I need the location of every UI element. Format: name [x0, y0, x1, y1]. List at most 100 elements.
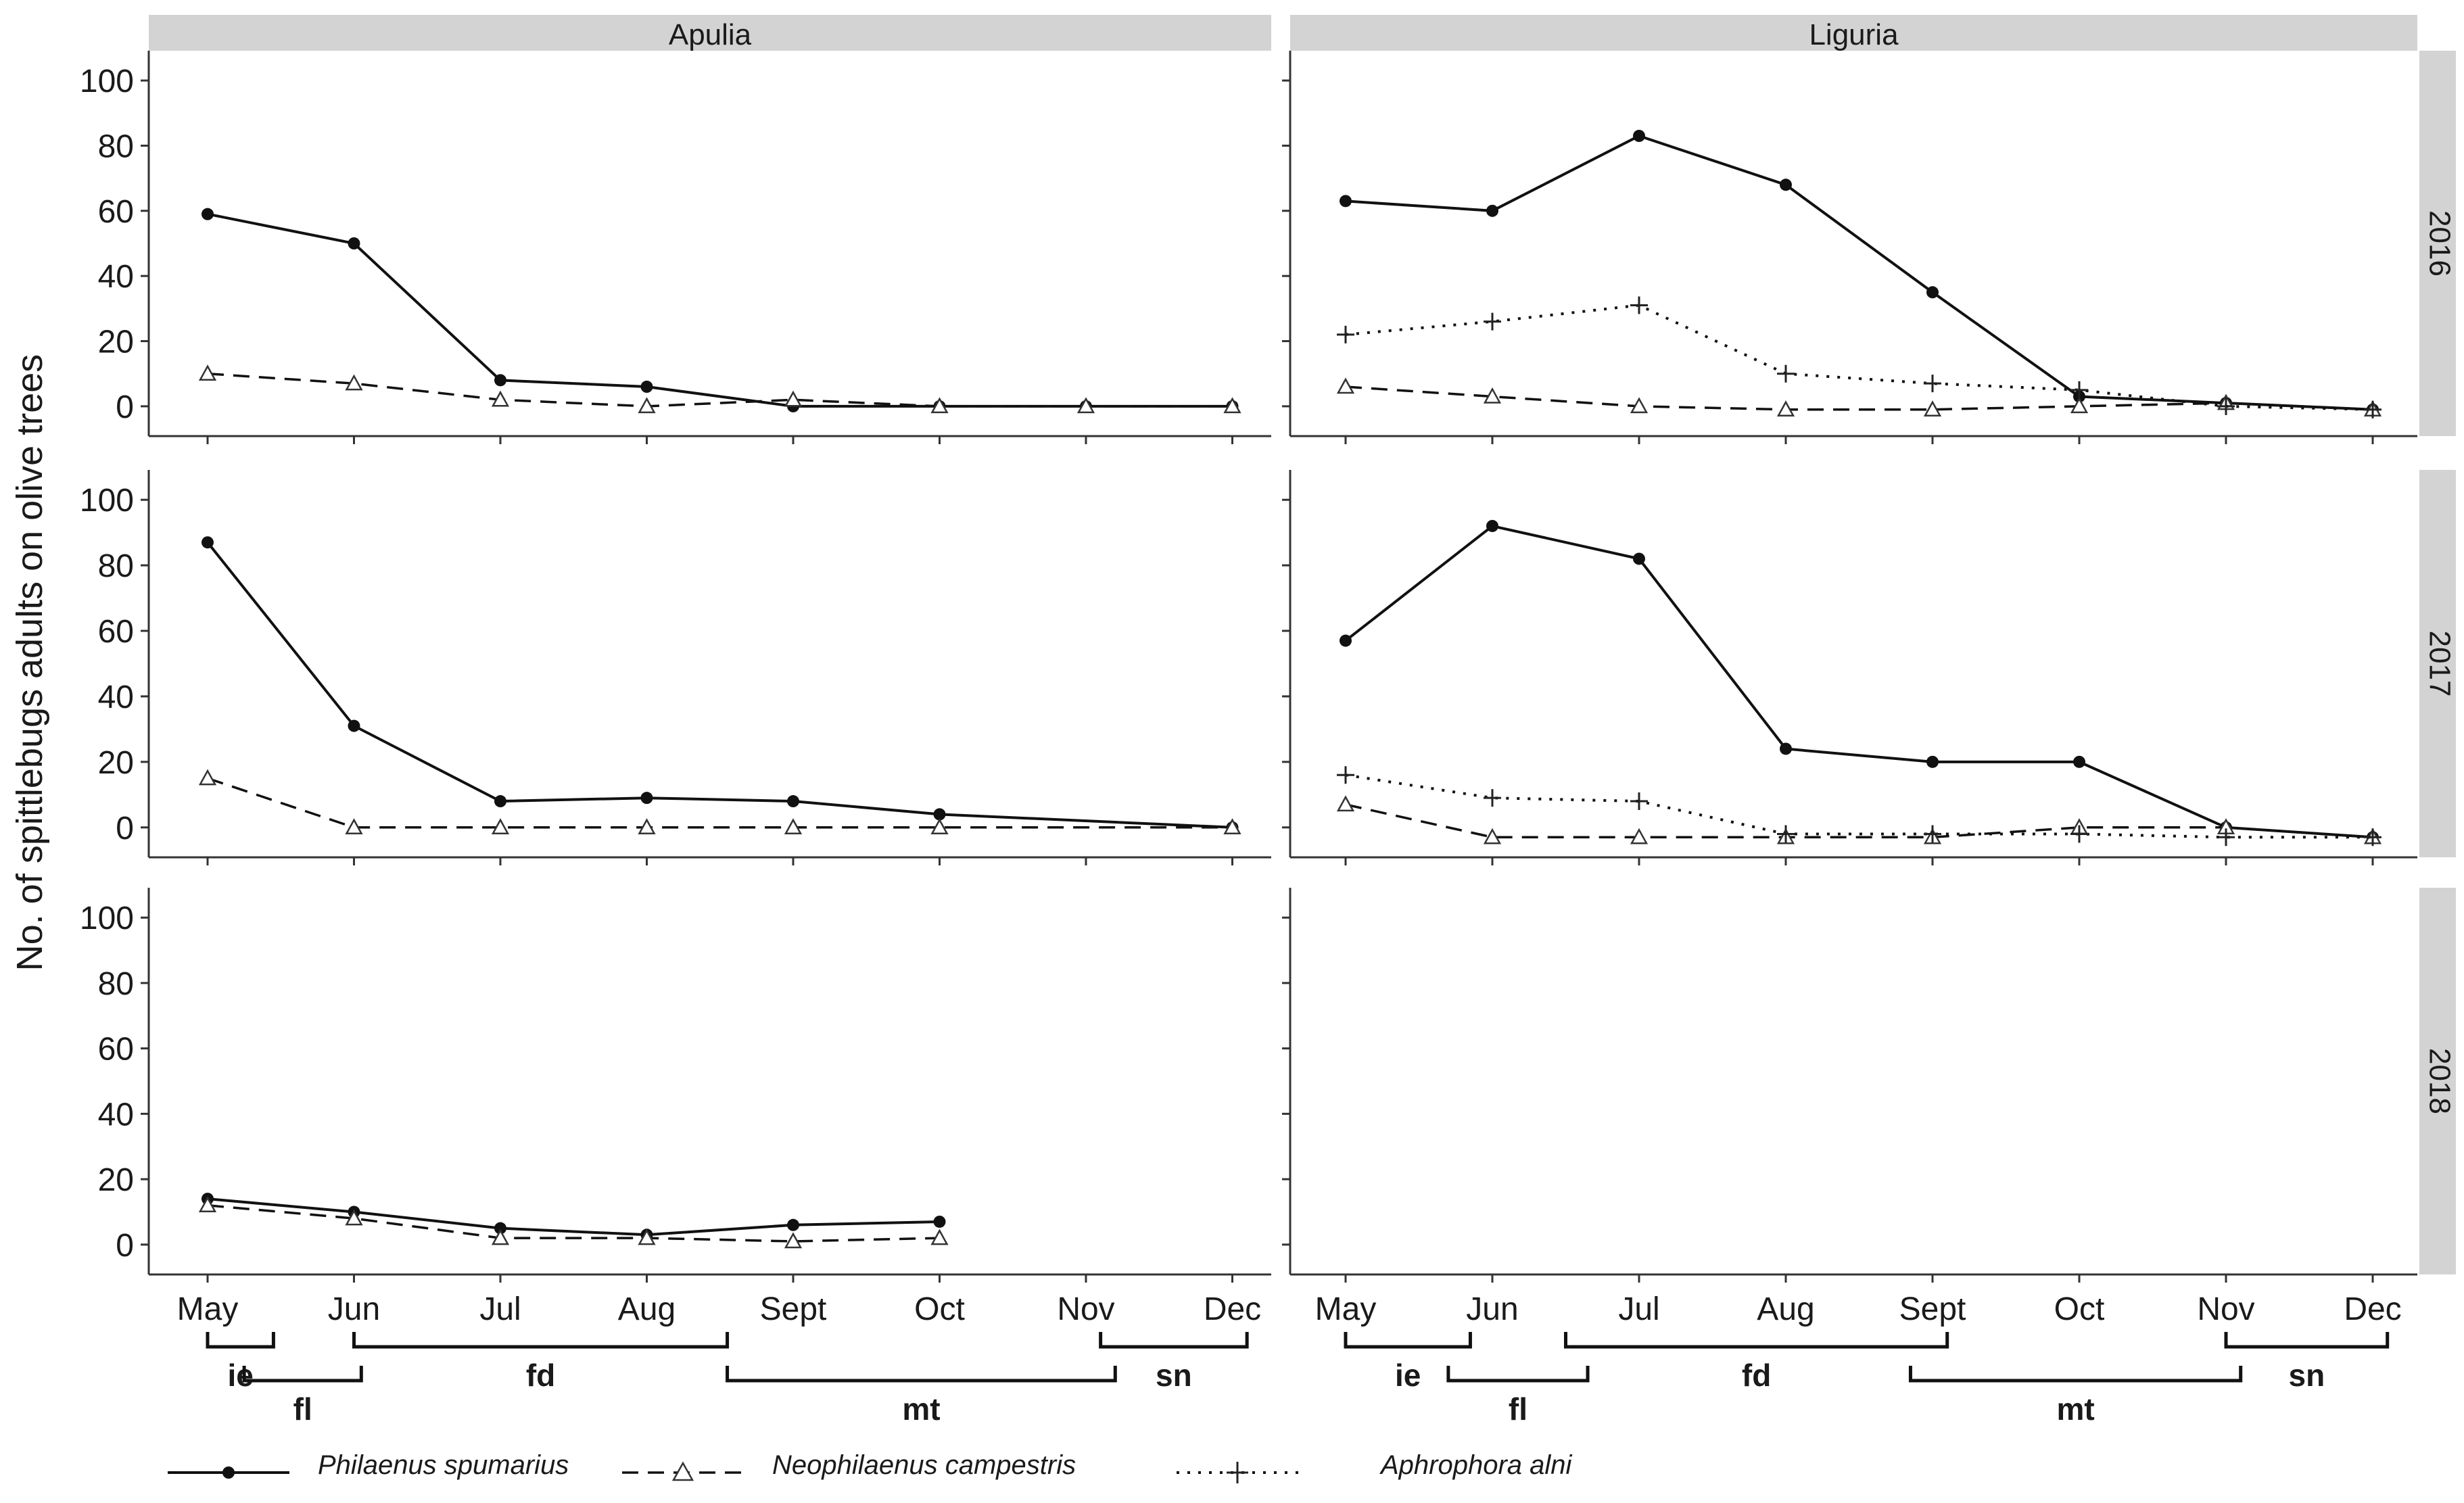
data-point-circle	[1926, 755, 1939, 768]
phase-bracket-mt: mt	[726, 1366, 1117, 1427]
data-point-triangle	[1336, 377, 1355, 394]
phase-bracket-fd: fd	[1564, 1332, 1949, 1393]
data-point-plus	[1337, 766, 1354, 784]
panel-apulia-2016: 0 20 40 60 80 100	[80, 51, 1271, 444]
phase-label-mt: mt	[902, 1391, 940, 1427]
facet-label-apulia: Apulia	[669, 18, 752, 51]
data-point-plus	[2217, 397, 2235, 415]
data-point-triangle	[638, 397, 656, 414]
data-point-plus	[1924, 825, 1941, 843]
series-neophilaenus-campestris	[198, 1196, 949, 1249]
data-point-triangle	[345, 374, 363, 391]
panel-liguria-2018	[1282, 888, 2417, 1283]
y-tick-label: 100	[80, 483, 134, 519]
data-point-circle	[494, 374, 506, 387]
x-tick-label-jun: Jun	[328, 1291, 380, 1327]
series-line	[207, 212, 1233, 408]
series-philaenus-spumarius	[202, 536, 1239, 834]
phase-bracket-ie: ie	[206, 1332, 275, 1393]
phase-label-fd: fd	[526, 1358, 555, 1393]
phase-label-mt: mt	[2056, 1391, 2094, 1427]
data-point-triangle	[1483, 828, 1502, 844]
data-point-circle	[1633, 552, 1645, 565]
x-tick-label-may: May	[177, 1291, 239, 1327]
y-tick-label: 40	[98, 1097, 134, 1132]
data-point-circle	[933, 1215, 946, 1228]
series-line	[1345, 134, 2373, 411]
facet-strip-apulia	[149, 15, 1271, 51]
phase-bracket-line	[1908, 1366, 2243, 1383]
data-point-plus	[1337, 325, 1354, 343]
phase-label-fd: fd	[1742, 1358, 1771, 1393]
phase-bracket-line	[242, 1366, 363, 1383]
legend-item-neophilaenus-campestris: Neophilaenus campestris	[622, 1450, 1076, 1481]
data-point-circle	[494, 795, 506, 808]
series-line	[207, 1204, 940, 1243]
data-point-triangle	[198, 364, 217, 381]
series-neophilaenus-campestris	[1336, 377, 2382, 416]
data-point-triangle	[638, 1228, 656, 1245]
data-point-triangle	[1336, 795, 1355, 812]
data-point-plus	[1484, 789, 1501, 807]
phase-bracket-ie: ie	[1344, 1332, 1472, 1393]
facet-strip-2017	[2419, 470, 2456, 857]
data-point-circle	[348, 719, 360, 732]
legend-marker-triangle	[671, 1461, 694, 1481]
legend-label: Neophilaenus campestris	[772, 1450, 1076, 1480]
series-neophilaenus-campestris	[198, 769, 1241, 835]
data-point-triangle	[1076, 397, 1095, 414]
legend: Philaenus spumarius Neophilaenus campestr…	[168, 1450, 1573, 1483]
x-tick-label-dec: Dec	[1204, 1291, 1261, 1327]
x-tick-label-nov: Nov	[1057, 1291, 1114, 1327]
data-point-triangle	[198, 1196, 217, 1213]
phase-label-ie: ie	[228, 1358, 254, 1393]
series-line	[1345, 803, 2373, 839]
panel-liguria-2017	[1282, 470, 2417, 865]
series-aphrophora-alni	[1337, 766, 2382, 846]
data-point-circle	[1340, 634, 1352, 647]
data-point-circle	[1780, 742, 1792, 755]
facet-label-2016: 2016	[2423, 210, 2456, 277]
phase-bracket-line	[1099, 1332, 1249, 1349]
y-tick-label: 0	[116, 389, 134, 425]
series-philaenus-spumarius	[202, 1193, 946, 1241]
data-point-circle	[933, 808, 946, 821]
data-point-triangle	[1223, 397, 1241, 414]
data-point-triangle	[2070, 397, 2089, 414]
phase-bracket-line	[726, 1366, 1117, 1383]
x-tick-label-aug: Aug	[618, 1291, 676, 1327]
facet-label-2017: 2017	[2423, 631, 2456, 697]
phase-bracket-fl: fl	[1446, 1366, 1590, 1427]
data-point-triangle	[784, 390, 803, 407]
legend-marker-plus	[1227, 1462, 1248, 1483]
series-line	[1345, 304, 2373, 411]
legend-label: Philaenus spumarius	[318, 1450, 569, 1480]
y-tick-label: 60	[98, 1032, 134, 1068]
data-point-plus	[2070, 381, 2088, 399]
data-point-circle	[202, 208, 214, 220]
y-tick-label: 20	[98, 745, 134, 781]
data-point-plus	[2364, 400, 2382, 419]
panel-apulia-2017: 0 20 40 60 80 100	[80, 470, 1271, 865]
phase-bracket-fl: fl	[242, 1366, 363, 1427]
phase-label-ie: ie	[1395, 1358, 1421, 1393]
legend-item-philaenus-spumarius: Philaenus spumarius	[168, 1450, 569, 1480]
data-point-plus	[2217, 828, 2235, 846]
data-point-plus	[1777, 825, 1795, 843]
data-point-circle	[1780, 178, 1792, 191]
data-point-triangle	[491, 818, 510, 835]
y-tick-label: 60	[98, 194, 134, 230]
phase-bracket-sn: sn	[1099, 1332, 1249, 1393]
legend-item-aphrophora-alni: Aphrophora alni	[1177, 1450, 1573, 1483]
y-tick-label: 100	[80, 901, 134, 936]
x-tick-label-may: May	[1315, 1291, 1377, 1327]
facet-label-liguria: Liguria	[1809, 18, 1899, 51]
phase-bracket-line	[352, 1332, 730, 1349]
data-point-triangle	[198, 769, 217, 786]
data-point-triangle	[1630, 397, 1649, 414]
facet-label-2018: 2018	[2423, 1048, 2456, 1114]
panel-apulia-2018: 0 20 40 60 80 100	[80, 888, 1271, 1283]
phase-bracket-line	[1564, 1332, 1949, 1349]
y-tick-label: 0	[116, 1228, 134, 1264]
